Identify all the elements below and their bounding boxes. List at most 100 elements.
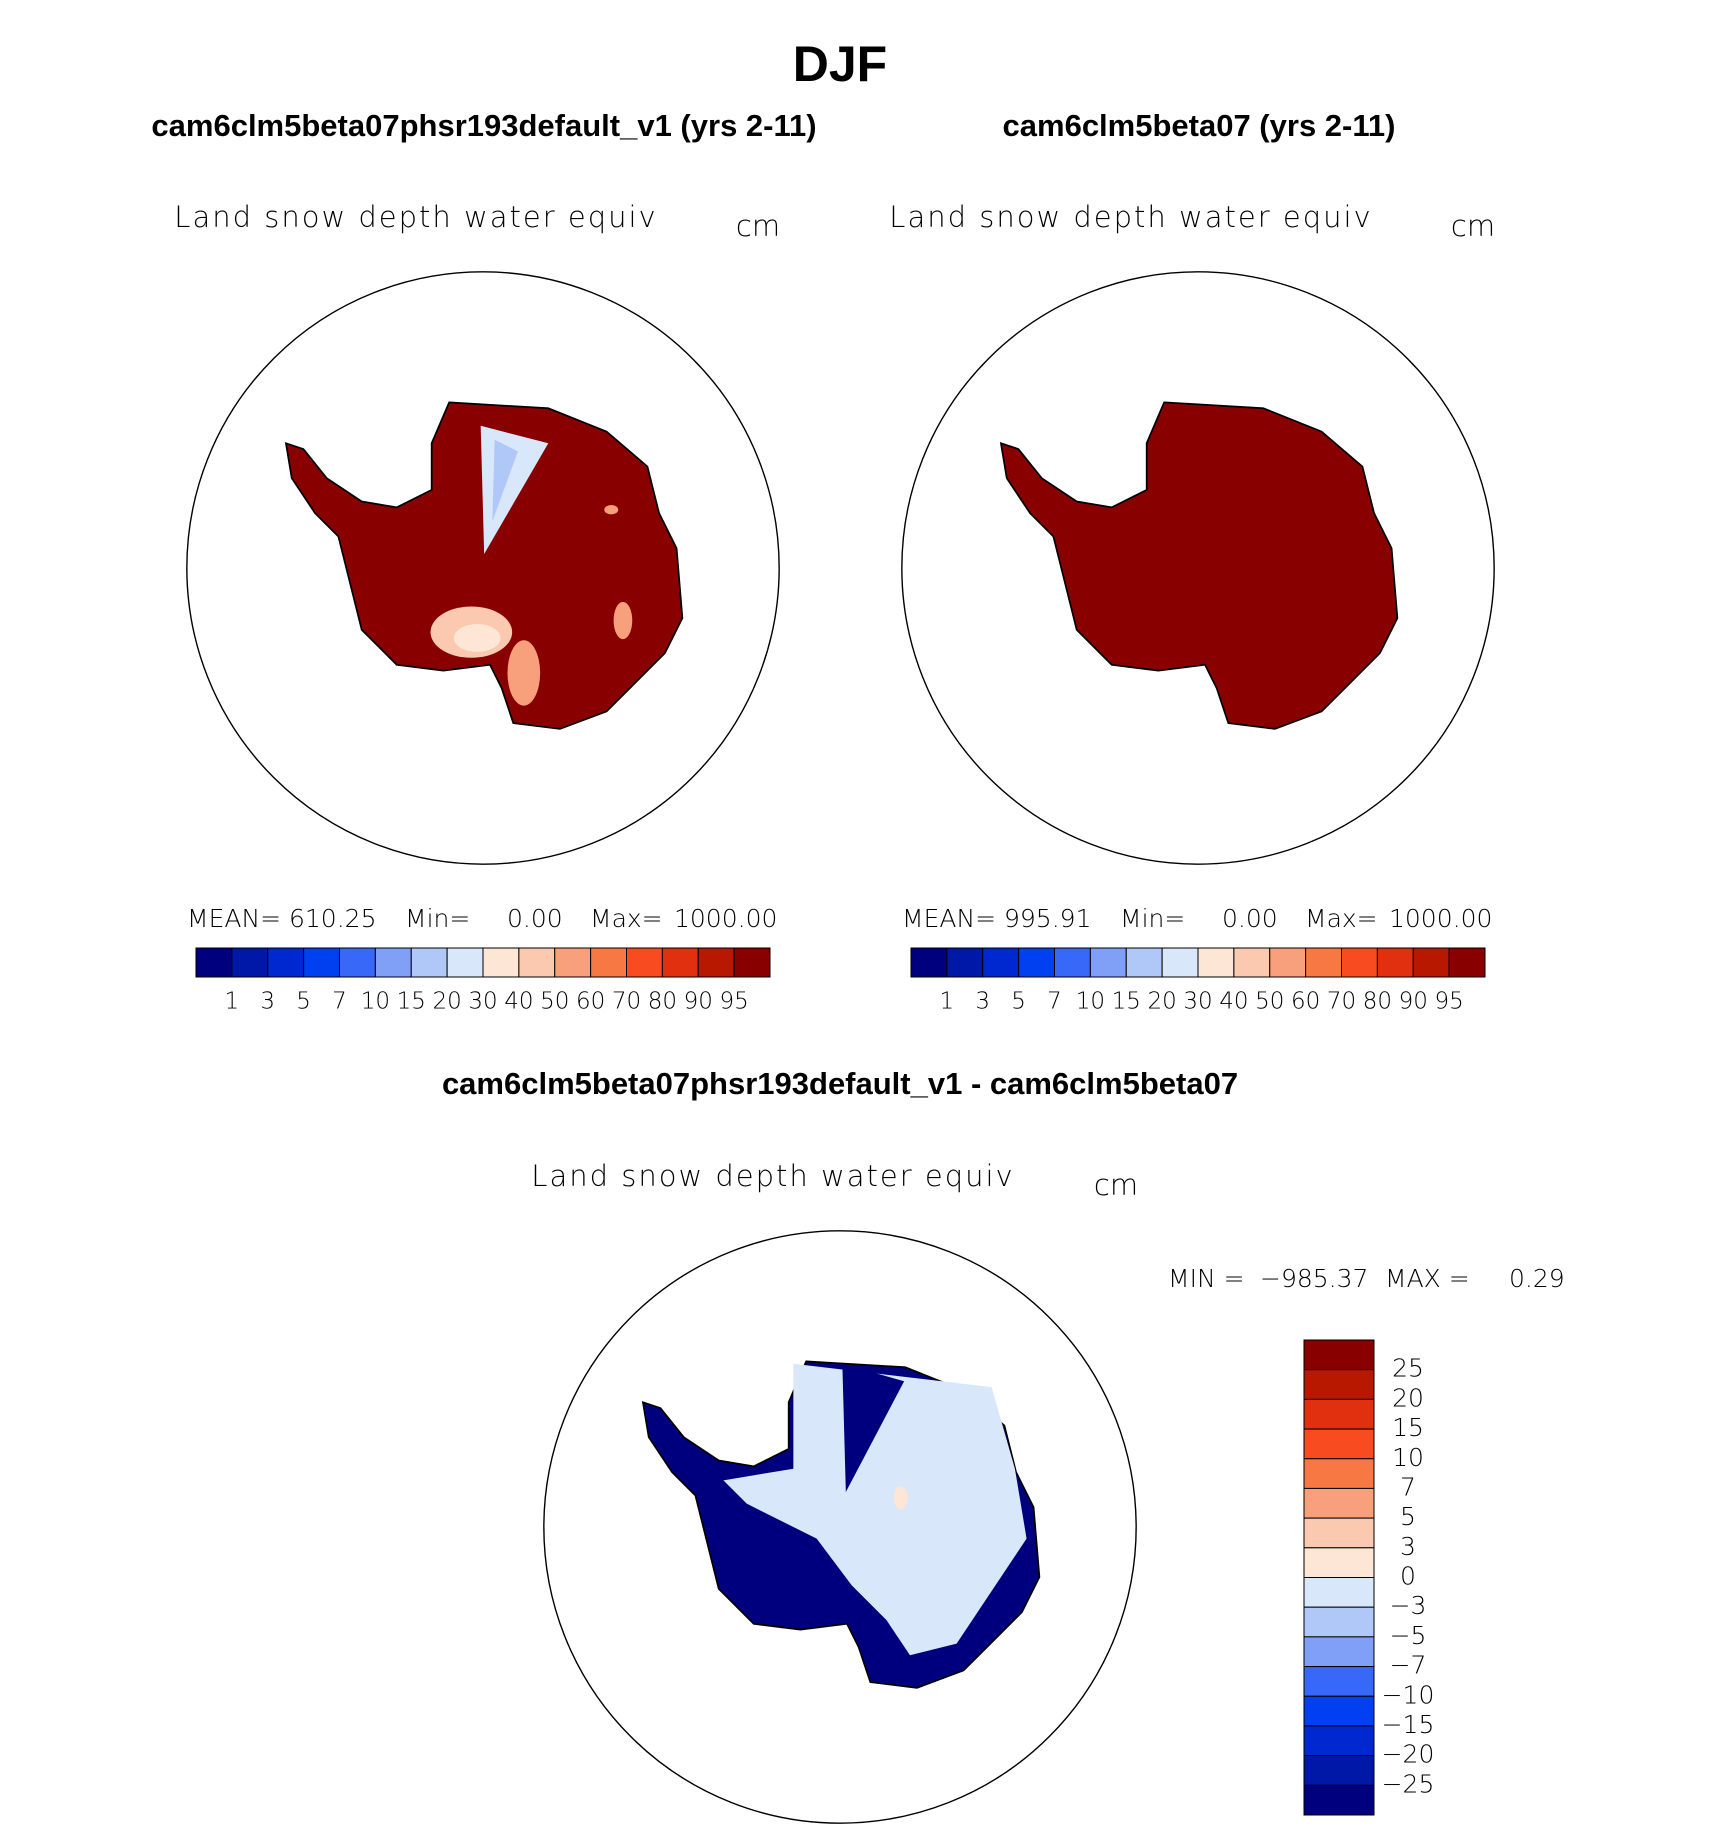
field-label: Land snow depth water equiv [889,200,1372,234]
stat-text: MEAN= [902,904,996,933]
colorbar-label: 1 [940,989,955,1015]
map-right [901,271,1495,865]
colorbar-label: 15 [1112,989,1141,1015]
colorbar-label: 60 [1291,989,1320,1015]
colorbar-label: 7 [1400,1472,1416,1501]
colorbar-box [1303,1487,1375,1519]
panel-title: cam6clm5beta07phsr193default_v1 (yrs 2-1… [151,108,816,143]
colorbar-box [1054,947,1091,978]
colorbar-label: −7 [1390,1651,1427,1680]
colorbar-box [1303,1725,1375,1757]
colorbar-box [1412,947,1450,978]
colorbar-box [1305,947,1342,978]
colorbar-box [1303,1428,1375,1460]
stat-text: 0.00 [507,904,563,933]
colorbar-box [339,947,376,978]
colorbar-box [1233,947,1271,978]
map-left [186,271,780,865]
colorbar-box [1303,1577,1375,1608]
colorbar-box [697,947,735,978]
colorbar-box [661,947,699,978]
colorbar-label: 20 [1392,1383,1424,1412]
colorbar-box [1125,947,1163,978]
colorbar-label: 40 [504,989,533,1015]
colorbar-box [1303,1784,1375,1816]
colorbar-label: 3 [975,989,990,1015]
colorbar-label: 10 [1076,989,1105,1015]
colorbar-box [1303,1695,1375,1727]
field-label: Land snow depth water equiv [531,1159,1014,1193]
colorbar-label: −5 [1390,1621,1427,1650]
stat-text: 610.25 [289,904,376,933]
colorbar-label: 5 [1400,1502,1416,1531]
colorbar-box [1303,1369,1375,1400]
colorbar-box [303,947,340,978]
colorbar-label: 7 [1047,989,1062,1015]
colorbar-box [446,947,484,978]
stat-text: MEAN= [187,904,281,933]
map-difference [543,1230,1137,1824]
stat-text: 995.91 [1004,904,1091,933]
colorbar-label: −25 [1382,1769,1435,1798]
colorbar-label: 10 [1392,1443,1424,1472]
colorbar-label: 5 [296,989,311,1015]
colorbar-box [195,947,233,978]
colorbar-label: 90 [684,989,713,1015]
colorbar-label: 15 [1392,1413,1424,1442]
stat-text: MIN = [1168,1264,1245,1293]
colorbar-box [910,947,948,978]
colorbar-label: 20 [1147,989,1176,1015]
colorbar-box [374,947,412,978]
colorbar-box [1448,947,1486,978]
colorbar-box [982,947,1020,978]
colorbar-box [946,947,984,978]
colorbar-box [590,947,627,978]
stat-text: MAX = [1385,1264,1470,1293]
colorbar-label: 7 [332,989,347,1015]
colorbar-box [1303,1517,1375,1549]
field-label: Land snow depth water equiv [174,200,657,234]
colorbar-label: 70 [612,989,641,1015]
colorbar-box [1197,947,1235,978]
stat-text: Max= [1305,904,1378,933]
colorbar-box [1018,947,1055,978]
colorbar-box [1089,947,1127,978]
colorbar-box [410,947,448,978]
colorbar-box [518,947,556,978]
colorbar-label: 5 [1011,989,1026,1015]
colorbar-label: 0 [1400,1562,1416,1591]
colorbar-box [267,947,305,978]
colorbar-box [1303,1636,1375,1668]
colorbar-label: 10 [361,989,390,1015]
colorbar-label: 95 [1434,989,1463,1015]
colorbar-box [1303,1755,1375,1786]
colorbar-label: −20 [1382,1740,1435,1769]
colorbar-label: 60 [576,989,605,1015]
colorbar-box [1303,1339,1375,1371]
colorbar-box [1161,947,1199,978]
units-label: cm [1451,209,1495,243]
stat-text: Min= [1120,904,1185,933]
colorbar-label: 80 [1363,989,1392,1015]
stat-text: Max= [590,904,663,933]
colorbar-label: 80 [648,989,677,1015]
colorbar-box [482,947,520,978]
colorbar-box [1303,1666,1375,1697]
units-label: cm [736,209,780,243]
colorbar-label: 15 [397,989,426,1015]
stat-text: 0.29 [1509,1264,1565,1293]
colorbar-label: 95 [719,989,748,1015]
stat-text: −985.37 [1260,1264,1368,1293]
colorbar-box [1303,1606,1375,1638]
colorbar-label: −15 [1382,1710,1435,1739]
units-label: cm [1094,1168,1138,1202]
colorbar-label: 30 [468,989,497,1015]
colorbar-box [1303,1458,1375,1489]
stat-text: 1000.00 [1389,904,1492,933]
figure-title: DJF [793,36,887,92]
colorbar-box [554,947,592,978]
colorbar-box [1303,1398,1375,1430]
colorbar-box [626,947,663,978]
colorbar-label: 70 [1327,989,1356,1015]
